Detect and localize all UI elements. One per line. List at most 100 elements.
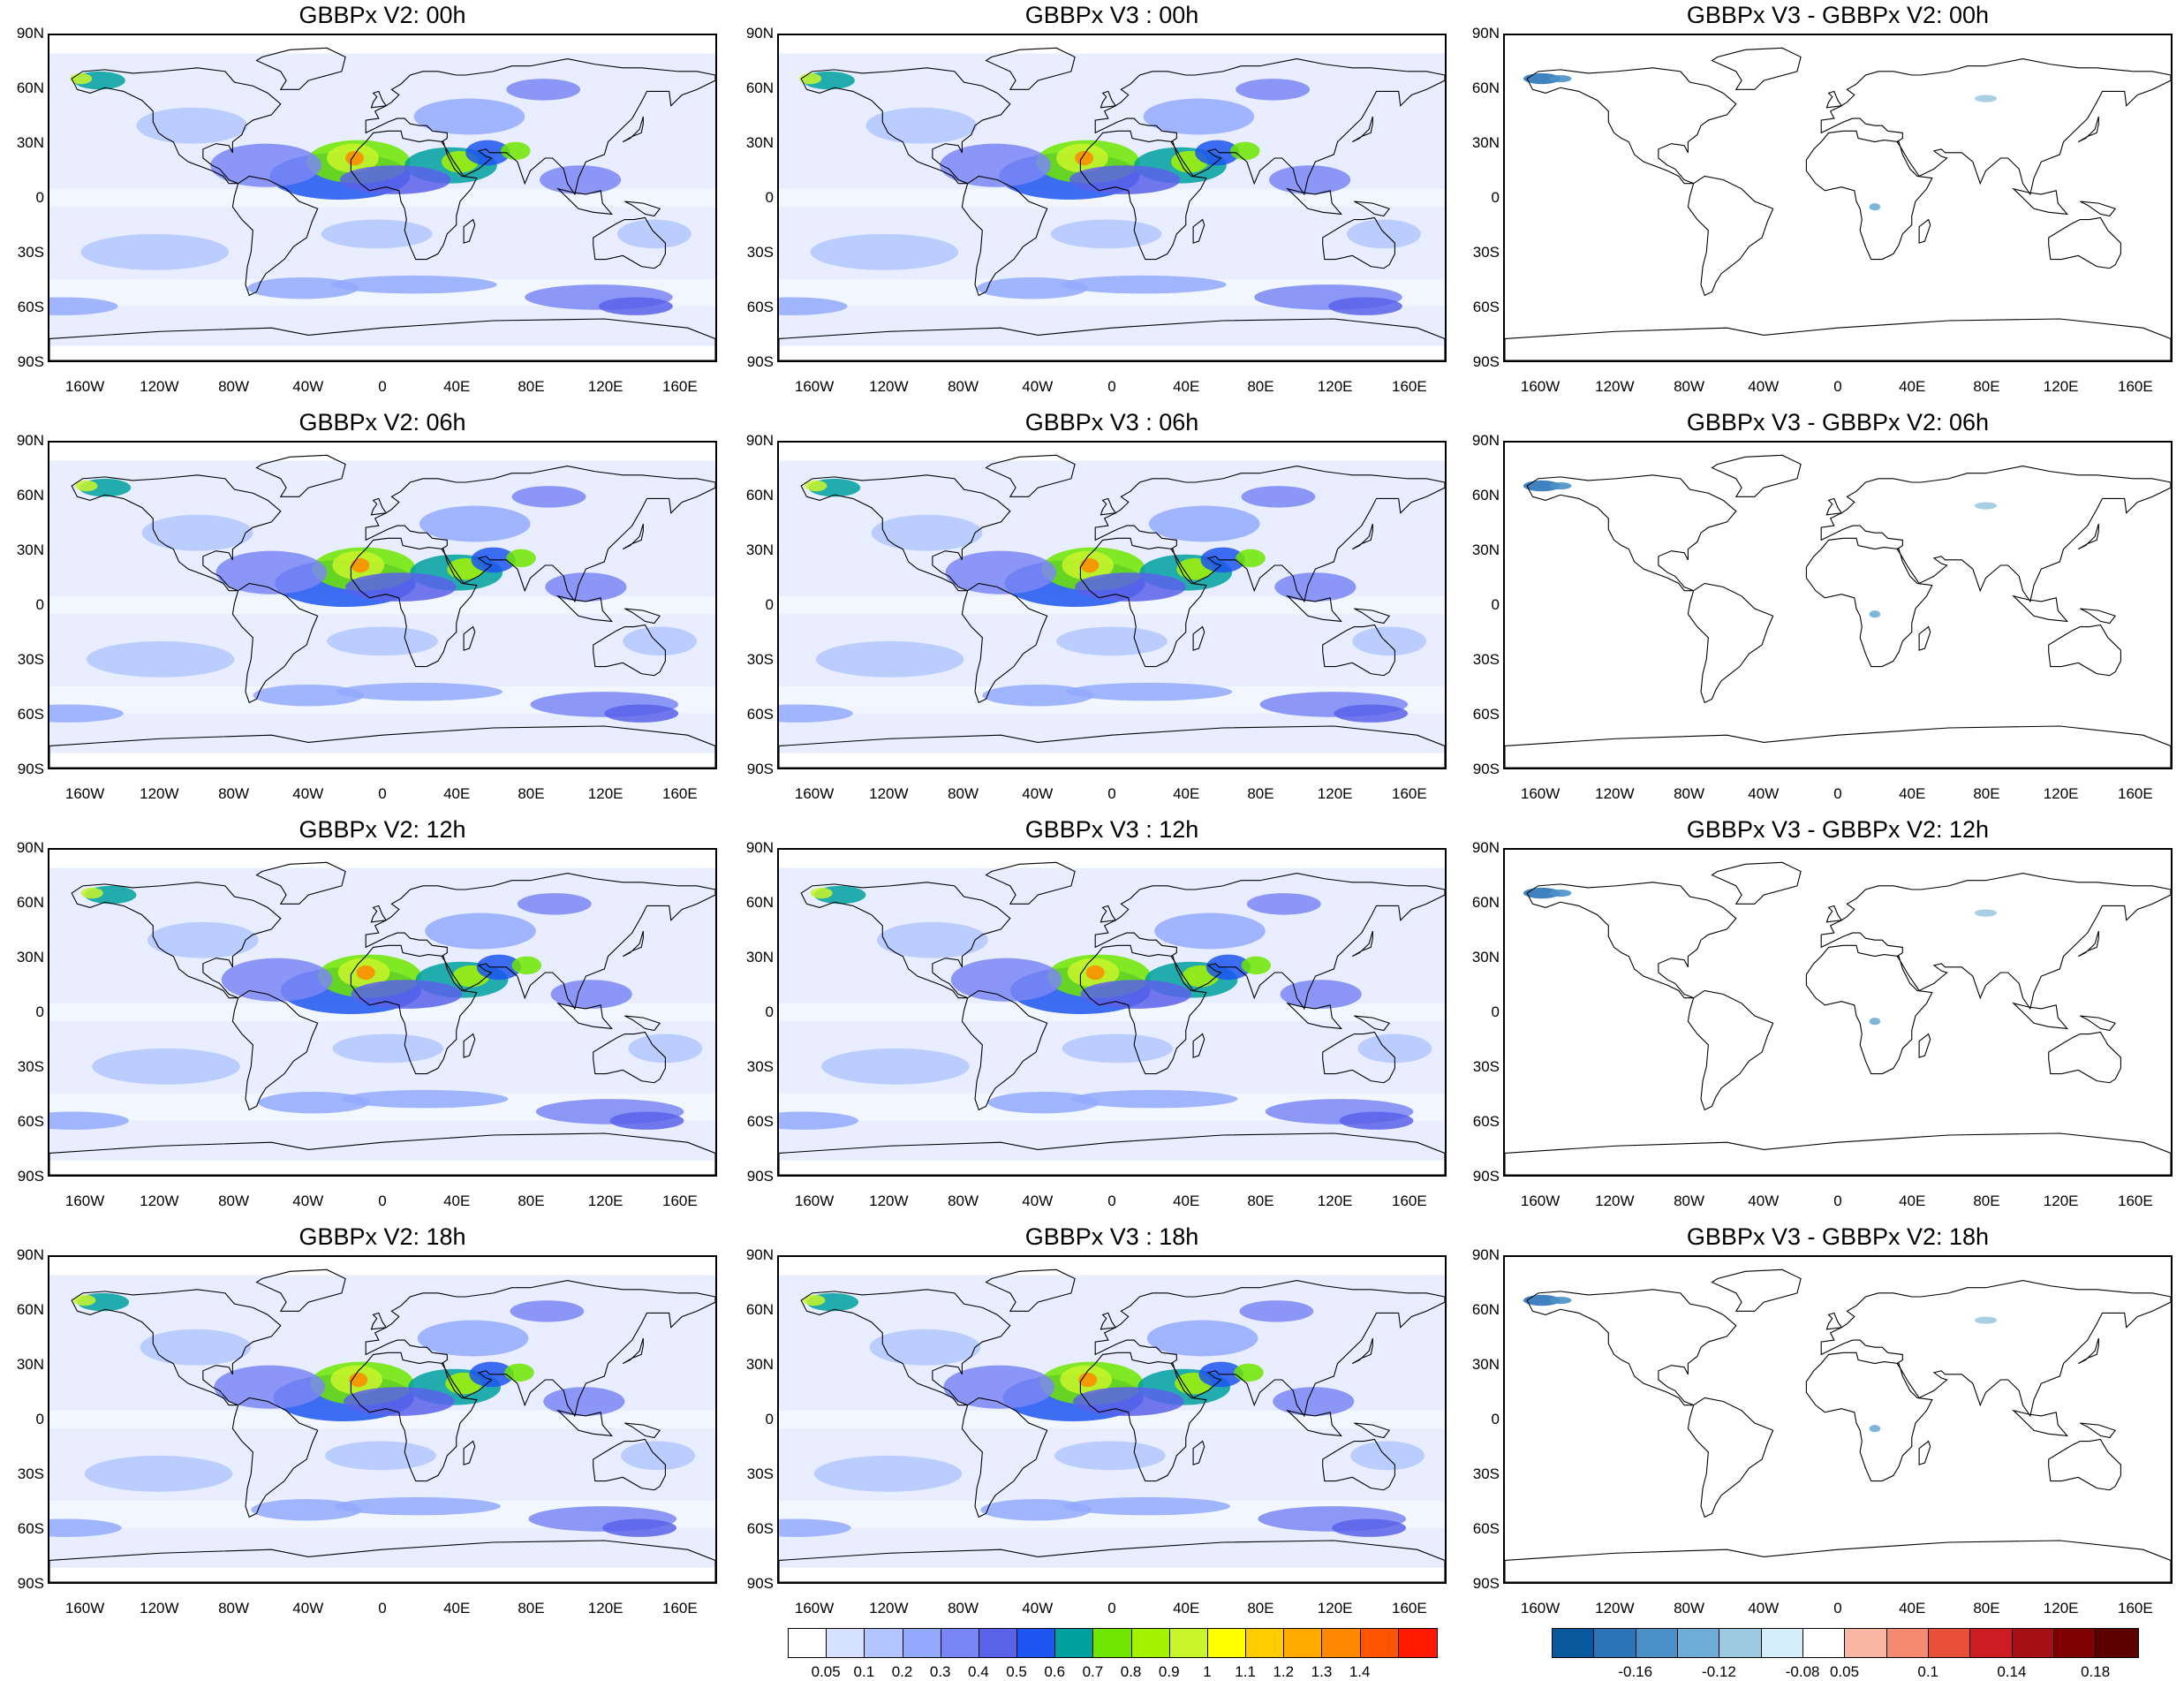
longitude-label: 40E [1899, 378, 1926, 395]
longitude-label: 160E [662, 1193, 698, 1209]
colorbar-label: -0.08 [1785, 1663, 1820, 1680]
longitude-label: 80E [1247, 785, 1274, 802]
colorbar-swatch [1678, 1629, 1720, 1657]
map-panel: GBBPx V3 - GBBPx V2: 00h 90N 60N 30N 0 30S 60S… [1455, 0, 2173, 406]
latitude-label: 30N [745, 1356, 774, 1373]
coastlines [49, 454, 715, 768]
latitude-label: 0 [1491, 1411, 1500, 1427]
latitude-label: 60S [746, 1520, 774, 1537]
latitude-label: 90N [745, 1246, 774, 1263]
coastlines [779, 1268, 1445, 1582]
map-area [777, 848, 1447, 1177]
longitude-label: 0 [378, 378, 387, 395]
latitude-label: 90N [1471, 25, 1500, 42]
longitude-label: 160E [1392, 785, 1427, 802]
longitude-label: 120E [1317, 378, 1353, 395]
longitude-label: 120E [2043, 785, 2079, 802]
latitude-label: 0 [35, 1411, 44, 1427]
latitude-label: 60S [746, 706, 774, 723]
longitude-label: 160W [1520, 1600, 1561, 1617]
panel-title: GBBPx V3 - GBBPx V2: 12h [1686, 816, 1990, 843]
longitude-label: 80E [1247, 378, 1274, 395]
longitude-label: 40W [292, 1193, 324, 1209]
latitude-label: 60N [1471, 1301, 1500, 1318]
latitude-label: 60N [16, 487, 44, 504]
colorbar-label: 1 [1203, 1663, 1212, 1680]
difference-field [1523, 1294, 1998, 1433]
longitude-label: 80E [518, 1193, 545, 1209]
latitude-label: 60N [16, 80, 44, 96]
colorbar-label: 0.1 [1917, 1663, 1939, 1680]
colorbar-swatch [827, 1629, 865, 1657]
difference-field [1523, 480, 1998, 618]
colorbar-label: -0.12 [1702, 1663, 1736, 1680]
longitude-label: 40W [1748, 1600, 1780, 1617]
longitude-label: 40E [1173, 1193, 1200, 1209]
latitude-label: 90S [1472, 1575, 1500, 1592]
latitude-label: 90S [746, 353, 774, 370]
latitude-label: 90S [17, 761, 44, 777]
longitude-label: 80W [218, 785, 250, 802]
latitude-label: 90S [746, 1575, 774, 1592]
latitude-label: 30S [1472, 1465, 1500, 1482]
latitude-label: 30N [745, 541, 774, 558]
longitude-label: 40E [443, 1193, 471, 1209]
coastlines [779, 861, 1445, 1175]
longitude-label: 120W [1595, 378, 1635, 395]
map-area [48, 34, 717, 362]
longitude-label: 40E [1173, 1600, 1200, 1617]
colorbar-label: 0.5 [1006, 1663, 1027, 1680]
latitude-label: 30N [1471, 541, 1500, 558]
latitude-label: 30N [16, 134, 44, 151]
map-panel: GBBPx V3 : 06h 90N 60N 30N 0 30S 60S 90S 160W 120… [729, 407, 1447, 814]
map-area [1503, 441, 2173, 769]
map-area [777, 1255, 1447, 1584]
map-area [1503, 1255, 2173, 1584]
colorbar-swatch [1131, 1629, 1170, 1657]
latitude-label: 30S [1472, 244, 1500, 261]
colorbar-swatch [941, 1629, 979, 1657]
concentration-field [49, 460, 715, 753]
latitude-label: 30S [1472, 651, 1500, 668]
colorbar-swatch [1594, 1629, 1636, 1657]
colorbar-swatch [865, 1629, 903, 1657]
longitude-label: 40E [1173, 378, 1200, 395]
longitude-label: 40W [1022, 1193, 1054, 1209]
coastlines [779, 454, 1445, 768]
longitude-label: 80W [218, 1600, 250, 1617]
longitude-label: 120E [2043, 1193, 2079, 1209]
longitude-label: 80E [1973, 1600, 2000, 1617]
colorbar-swatch [903, 1629, 941, 1657]
longitude-label: 40W [1748, 378, 1780, 395]
latitude-label: 60S [746, 1113, 774, 1130]
panel-title: GBBPx V2: 18h [299, 1223, 466, 1250]
longitude-label: 160E [1392, 378, 1427, 395]
latitude-label: 90N [745, 432, 774, 449]
colorbar-swatch [1246, 1629, 1285, 1657]
colorbar-swatch [1398, 1629, 1437, 1657]
latitude-label: 90N [16, 1246, 44, 1263]
latitude-label: 60S [746, 299, 774, 315]
panel-title: GBBPx V3 - GBBPx V2: 06h [1686, 409, 1990, 435]
longitude-label: 120W [869, 785, 909, 802]
longitude-label: 160W [64, 1600, 105, 1617]
longitude-label: 160W [64, 785, 105, 802]
concentration-field [49, 53, 715, 346]
longitude-label: 40W [1748, 1193, 1780, 1209]
colorbar-swatch [2012, 1629, 2055, 1657]
coastlines [779, 47, 1445, 360]
latitude-label: 90N [745, 25, 774, 42]
colorbar-label: 0.7 [1082, 1663, 1104, 1680]
longitude-label: 160W [1520, 378, 1561, 395]
longitude-label: 80E [1247, 1600, 1274, 1617]
latitude-label: 30N [16, 541, 44, 558]
longitude-label: 120W [140, 1600, 179, 1617]
colorbar-swatch [1169, 1629, 1208, 1657]
longitude-label: 80W [948, 785, 979, 802]
colorbar-swatch [2096, 1629, 2138, 1657]
latitude-label: 0 [1491, 189, 1500, 206]
latitude-label: 60S [17, 1113, 44, 1130]
longitude-label: 80W [1674, 785, 1705, 802]
latitude-label: 90S [746, 1168, 774, 1185]
longitude-label: 80W [948, 378, 979, 395]
